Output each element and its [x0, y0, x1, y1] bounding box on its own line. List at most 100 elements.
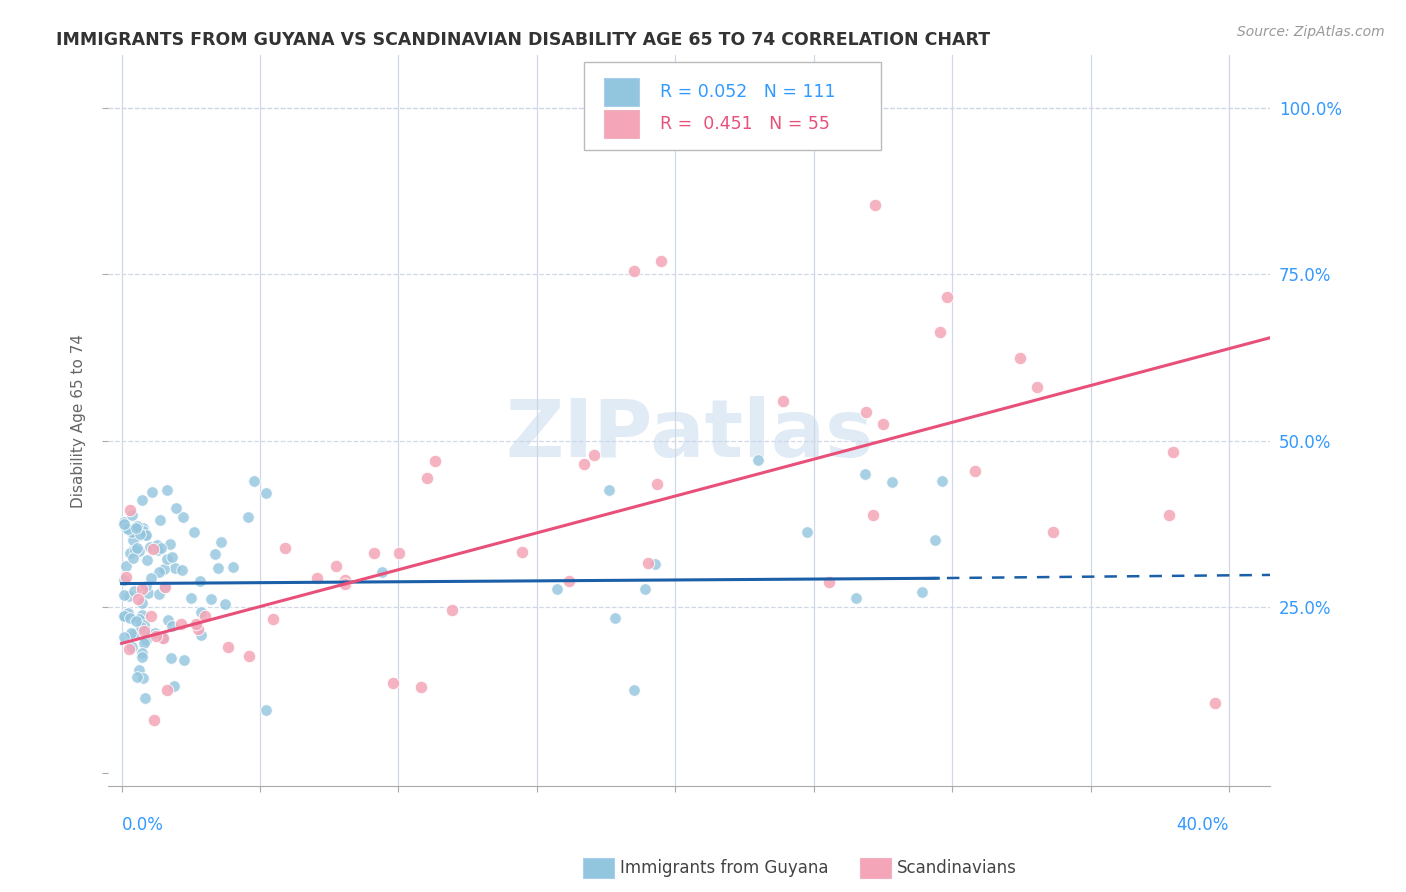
Point	[862, 508, 884, 522]
Point	[125, 670, 148, 684]
Point	[150, 541, 173, 556]
Text: 40.0%: 40.0%	[1177, 816, 1229, 834]
Point	[156, 683, 179, 698]
Point	[165, 501, 187, 516]
Point	[143, 626, 166, 640]
Point	[214, 598, 236, 612]
Point	[931, 475, 953, 489]
Point	[152, 632, 174, 646]
Point	[1161, 445, 1184, 459]
Point	[637, 556, 659, 570]
Point	[160, 549, 183, 564]
Point	[363, 546, 385, 560]
Text: 0.0%: 0.0%	[121, 816, 163, 834]
Point	[142, 541, 165, 556]
FancyBboxPatch shape	[605, 110, 640, 137]
Point	[131, 646, 153, 660]
Point	[131, 524, 153, 538]
Point	[131, 607, 153, 622]
Point	[112, 516, 135, 530]
Point	[122, 533, 145, 547]
Point	[194, 608, 217, 623]
Point	[152, 632, 174, 646]
Point	[382, 676, 405, 690]
Point	[963, 465, 986, 479]
Point	[114, 570, 136, 584]
Point	[146, 538, 169, 552]
Point	[120, 546, 142, 560]
Point	[644, 557, 666, 571]
Point	[170, 617, 193, 632]
Point	[118, 611, 141, 625]
Point	[128, 528, 150, 542]
Point	[125, 541, 148, 556]
Point	[411, 681, 433, 695]
Point	[131, 620, 153, 634]
Point	[190, 628, 212, 642]
Point	[128, 544, 150, 558]
Point	[122, 551, 145, 566]
Text: R = 0.052   N = 111: R = 0.052 N = 111	[659, 83, 835, 101]
Point	[416, 471, 439, 485]
Point	[131, 596, 153, 610]
Point	[180, 591, 202, 605]
Point	[510, 545, 533, 559]
Point	[335, 577, 357, 591]
Point	[112, 588, 135, 602]
Point	[115, 521, 138, 535]
Point	[122, 627, 145, 641]
Point	[139, 540, 162, 554]
Point	[1157, 508, 1180, 523]
Point	[134, 691, 156, 706]
Point	[149, 512, 172, 526]
Point	[160, 651, 183, 665]
Point	[747, 453, 769, 467]
Point	[135, 527, 157, 541]
Point	[209, 534, 232, 549]
Point	[153, 580, 176, 594]
FancyBboxPatch shape	[585, 62, 882, 150]
Point	[155, 483, 177, 497]
Point	[136, 553, 159, 567]
Point	[928, 325, 950, 339]
Point	[845, 591, 868, 605]
Point	[153, 581, 176, 595]
Point	[1008, 351, 1031, 365]
Point	[114, 609, 136, 624]
Point	[388, 546, 411, 560]
Point	[238, 509, 260, 524]
Point	[170, 563, 193, 577]
Text: Source: ZipAtlas.com: Source: ZipAtlas.com	[1237, 25, 1385, 39]
Point	[924, 533, 946, 548]
Point	[163, 680, 186, 694]
Point	[141, 609, 163, 624]
Point	[112, 608, 135, 623]
Point	[200, 591, 222, 606]
Point	[1026, 380, 1049, 394]
Y-axis label: Disability Age 65 to 74: Disability Age 65 to 74	[72, 334, 86, 508]
Point	[650, 254, 672, 268]
Point	[872, 417, 894, 431]
Point	[441, 603, 464, 617]
Point	[121, 508, 143, 523]
Text: ZIPatlas: ZIPatlas	[505, 396, 873, 475]
Point	[165, 561, 187, 575]
Point	[1204, 696, 1226, 710]
Point	[855, 405, 877, 419]
Point	[188, 574, 211, 589]
Point	[796, 524, 818, 539]
Point	[254, 703, 277, 717]
Point	[120, 625, 142, 640]
Point	[853, 467, 876, 481]
Point	[623, 264, 645, 278]
Point	[156, 614, 179, 628]
Point	[155, 552, 177, 566]
Point	[243, 474, 266, 488]
Point	[121, 640, 143, 654]
Point	[134, 624, 156, 639]
Point	[118, 589, 141, 603]
Point	[135, 633, 157, 648]
Point	[112, 517, 135, 532]
Point	[645, 476, 668, 491]
Point	[558, 574, 581, 588]
